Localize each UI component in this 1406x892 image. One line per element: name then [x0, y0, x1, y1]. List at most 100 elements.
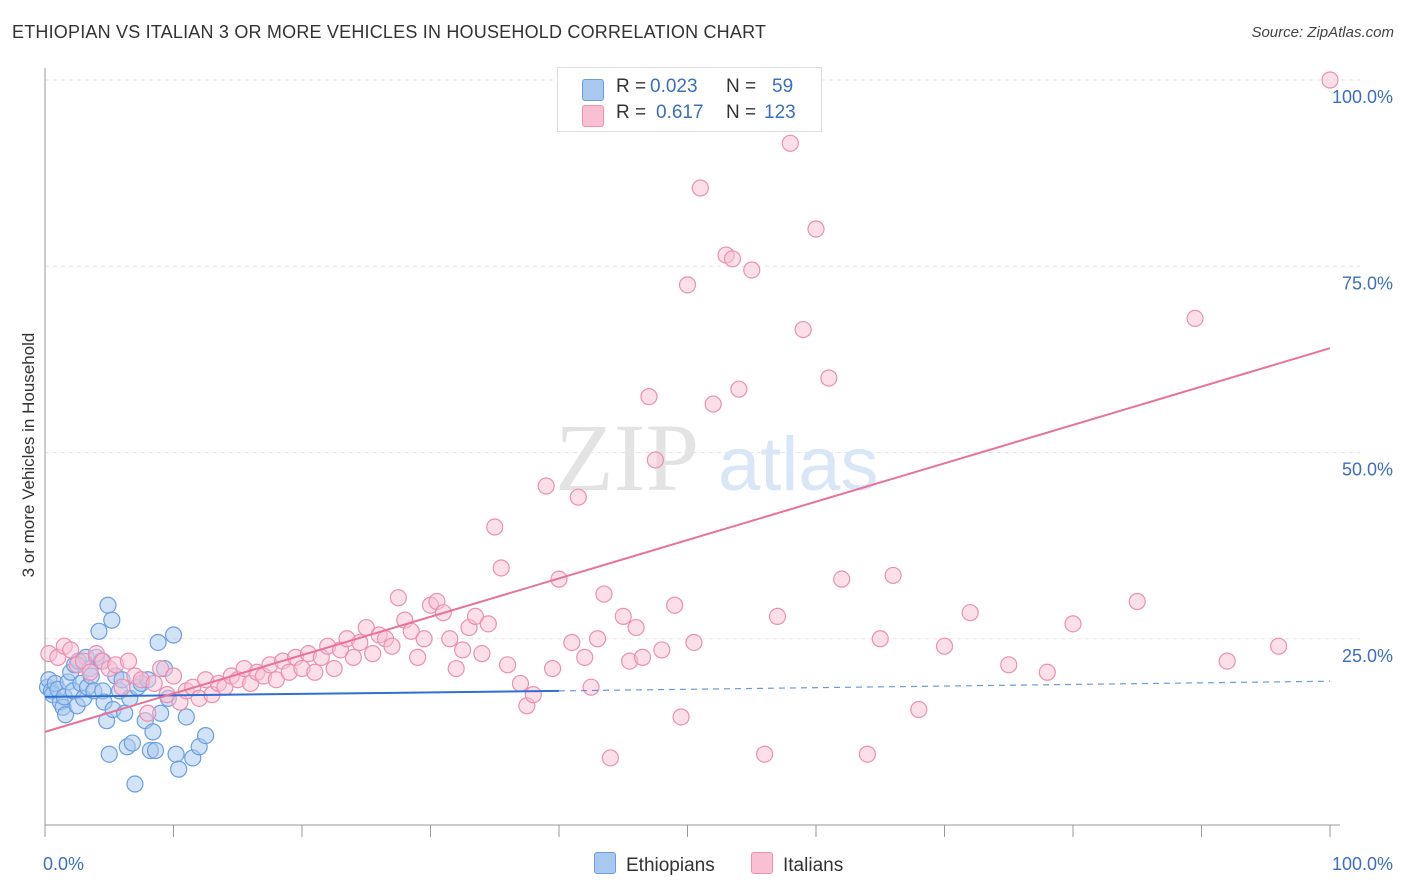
- data-point: [1064, 615, 1082, 633]
- data-point: [146, 741, 165, 760]
- data-point: [910, 700, 928, 719]
- data-point: [486, 518, 504, 536]
- data-point: [499, 656, 517, 674]
- legend-swatch-italians: [751, 852, 773, 874]
- legend-n-label: N =: [726, 102, 757, 123]
- data-point: [62, 641, 80, 659]
- legend-swatch-ethiopians: [594, 852, 616, 874]
- data-point: [646, 451, 664, 469]
- data-point: [364, 645, 382, 663]
- data-point: [588, 630, 607, 648]
- y-tick-label: 100.0%: [1332, 87, 1393, 107]
- data-point: [582, 678, 600, 696]
- trend-lines: [44, 347, 1331, 733]
- data-point: [152, 659, 170, 678]
- data-point: [961, 604, 979, 622]
- data-point: [569, 488, 587, 506]
- data-point: [1321, 71, 1339, 89]
- data-point: [145, 674, 163, 693]
- data-point: [267, 671, 285, 689]
- y-tick-label: 25.0%: [1342, 646, 1393, 666]
- gridlines: [45, 79, 1360, 640]
- data-point: [415, 630, 433, 648]
- data-point: [100, 745, 118, 763]
- data-point: [177, 708, 195, 726]
- data-point: [447, 659, 465, 678]
- data-point: [601, 749, 620, 767]
- data-point: [524, 686, 542, 704]
- data-point: [820, 369, 838, 387]
- legend-r-label: R =: [616, 102, 647, 123]
- data-point: [833, 570, 851, 588]
- data-point: [678, 276, 697, 294]
- data-point: [113, 678, 131, 696]
- data-point: [164, 626, 183, 644]
- x-tick-label: 100.0%: [1332, 854, 1393, 874]
- data-point: [383, 637, 401, 655]
- data-point: [723, 250, 742, 268]
- stats-legend: R = 0.023 N = 59 R = 0.617 N = 123: [557, 67, 822, 132]
- data-point: [123, 734, 141, 752]
- tick-labels: 25.0% 50.0% 75.0% 100.0% 0.0% 100.0%: [43, 87, 1393, 874]
- data-point: [119, 652, 138, 670]
- legend-label-ethiopians: Ethiopians: [626, 855, 715, 876]
- data-point: [90, 622, 108, 640]
- data-point: [672, 708, 690, 726]
- data-point: [466, 607, 485, 626]
- legend-r-value: 0.617: [656, 102, 704, 123]
- axes: [44, 68, 1340, 837]
- y-tick-label: 50.0%: [1342, 460, 1393, 480]
- data-point: [325, 659, 343, 678]
- data-point: [653, 641, 671, 659]
- y-axis-label: 3 or more Vehicles in Household: [19, 333, 38, 578]
- data-point: [103, 611, 121, 629]
- data-point: [149, 633, 167, 652]
- data-point: [935, 637, 954, 655]
- data-point: [344, 648, 362, 666]
- data-point: [884, 566, 902, 585]
- data-point: [537, 477, 555, 495]
- legend-swatch-ethiopians: [582, 79, 604, 101]
- data-point: [306, 663, 324, 681]
- x-tick-label: 0.0%: [43, 854, 84, 874]
- legend-n-value: 123: [764, 102, 796, 123]
- data-point: [730, 380, 748, 398]
- trend-line-ethiopians-extension: [558, 680, 1331, 692]
- data-point: [614, 607, 632, 626]
- data-point: [164, 667, 183, 685]
- chart-title: ETHIOPIAN VS ITALIAN 3 OR MORE VEHICLES …: [12, 22, 767, 42]
- data-point: [666, 596, 684, 614]
- data-point: [1038, 663, 1056, 681]
- data-point: [454, 641, 472, 659]
- data-point: [197, 726, 215, 745]
- data-point: [126, 775, 144, 793]
- data-point: [755, 745, 774, 763]
- legend-r-value: 0.023: [650, 76, 698, 97]
- legend-item-italians[interactable]: Italians: [751, 852, 843, 877]
- legend-n-label: N =: [726, 76, 757, 97]
- data-point: [56, 706, 75, 724]
- data-point: [389, 589, 407, 607]
- data-point: [595, 585, 613, 603]
- y-tick-label: 75.0%: [1342, 273, 1393, 293]
- data-point: [1000, 656, 1018, 674]
- data-point: [139, 704, 157, 722]
- data-point: [479, 615, 497, 633]
- legend-swatch-italians: [582, 105, 604, 127]
- data-point: [794, 320, 812, 339]
- legend-n-value: 59: [772, 76, 794, 97]
- data-point: [858, 745, 877, 763]
- data-point: [1128, 592, 1146, 611]
- data-point: [685, 633, 703, 652]
- legend-item-ethiopians[interactable]: Ethiopians: [594, 852, 715, 877]
- data-point: [81, 663, 99, 681]
- data-point: [99, 596, 117, 614]
- data-point: [633, 648, 652, 666]
- data-point: [409, 648, 427, 666]
- data-point: [871, 630, 889, 648]
- data-point: [170, 760, 188, 778]
- data-point: [511, 674, 530, 693]
- data-point: [167, 745, 185, 763]
- data-point: [1186, 309, 1204, 327]
